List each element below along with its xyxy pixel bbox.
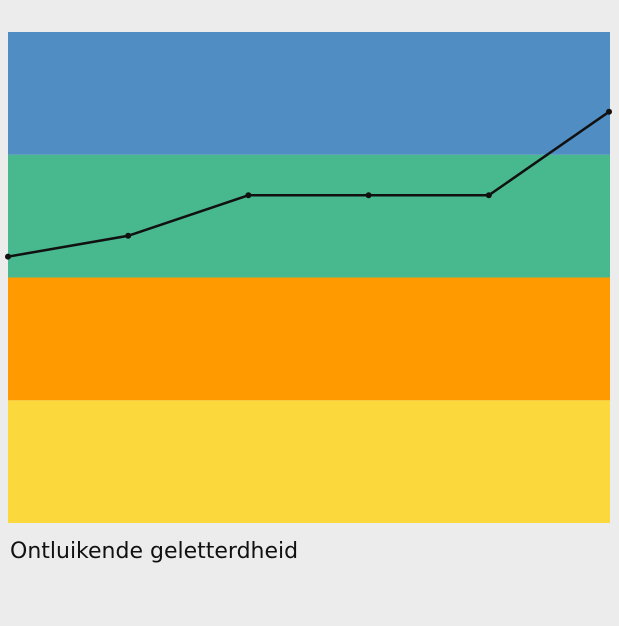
- line: [7, 110, 610, 258]
- point: [125, 232, 132, 239]
- point: [245, 192, 252, 199]
- point: [485, 192, 492, 199]
- band: [8, 32, 610, 155]
- band: [8, 277, 610, 401]
- point: [5, 253, 11, 260]
- chart-title: Ontluikende geletterdheid: [10, 539, 298, 564]
- plot-area: [5, 32, 612, 523]
- band: [8, 154, 610, 278]
- band: [8, 400, 610, 523]
- point: [606, 108, 612, 115]
- point: [365, 192, 372, 199]
